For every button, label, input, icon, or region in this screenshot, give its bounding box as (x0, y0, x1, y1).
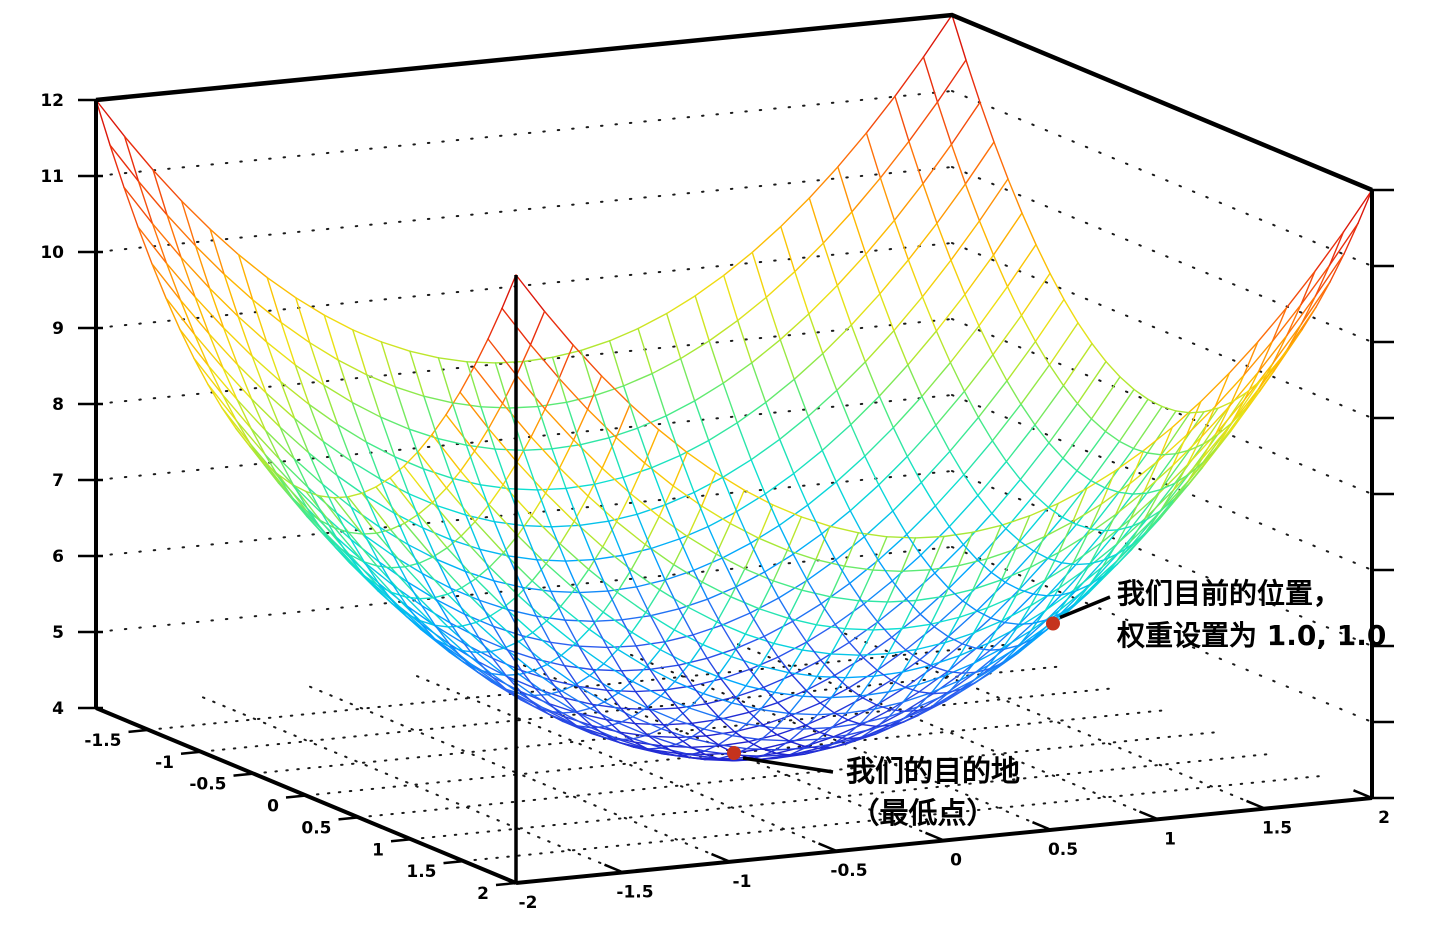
y-axis-tick-label: 0 (950, 851, 962, 871)
z-axis-tick-label: 7 (52, 471, 64, 491)
x-axis-tick-label: 0 (267, 797, 279, 817)
annotation-current-position-label: 权重设置为 1.0, 1.0 (1116, 619, 1386, 652)
y-axis-tick-label: 1 (1164, 829, 1176, 849)
x-axis-tick-label: -1.5 (84, 731, 121, 751)
current-position-marker (1046, 616, 1060, 631)
destination-marker (727, 746, 741, 760)
z-axis-tick-label: 12 (40, 91, 64, 111)
annotation-current-position: 我们目前的位置， 权重设置为 1.0, 1.0 (1046, 577, 1386, 652)
z-axis-tick-label: 8 (52, 395, 64, 415)
z-axis-tick-label: 5 (52, 623, 64, 643)
x-axis-tick-label: -1 (155, 753, 174, 773)
z-axis-tick-label: 11 (40, 167, 64, 187)
axis-ticks (78, 98, 1394, 887)
y-axis-tick-label: -2 (519, 893, 538, 913)
x-axis-tick-label: 2 (477, 884, 489, 904)
x-axis-tick-label: 1.5 (406, 862, 436, 882)
x-axis-tick-label: 0.5 (301, 818, 331, 838)
y-axis-tick-label: -1.5 (616, 882, 653, 902)
y-axis-tick-label: 0.5 (1048, 840, 1078, 860)
z-axis-tick-label: 10 (40, 243, 64, 263)
x-axis-tick-label: 1 (372, 840, 384, 860)
z-axis-tick-label: 6 (52, 547, 64, 567)
y-axis-tick-label: -1 (733, 872, 752, 892)
annotation-destination-label: （最低点） (850, 796, 995, 830)
annotation-destination: 我们的目的地 （最低点） (727, 746, 1020, 830)
x-axis-tick-label: -0.5 (189, 775, 226, 795)
y-axis-tick-label: 1.5 (1262, 819, 1292, 839)
box-top-edges (95, 12, 1373, 193)
z-axis-tick-label: 4 (52, 699, 64, 719)
y-axis-tick-label: -0.5 (830, 861, 867, 881)
annotation-leader-line (1059, 595, 1111, 620)
z-axis-tick-label: 9 (52, 319, 64, 339)
back-wall-gridlines (95, 90, 1373, 723)
annotation-current-position-label: 我们目前的位置， (1117, 577, 1341, 610)
annotation-leader-line (742, 756, 834, 774)
y-axis-tick-label: 2 (1378, 808, 1390, 828)
annotation-destination-label: 我们的目的地 (846, 754, 1020, 788)
